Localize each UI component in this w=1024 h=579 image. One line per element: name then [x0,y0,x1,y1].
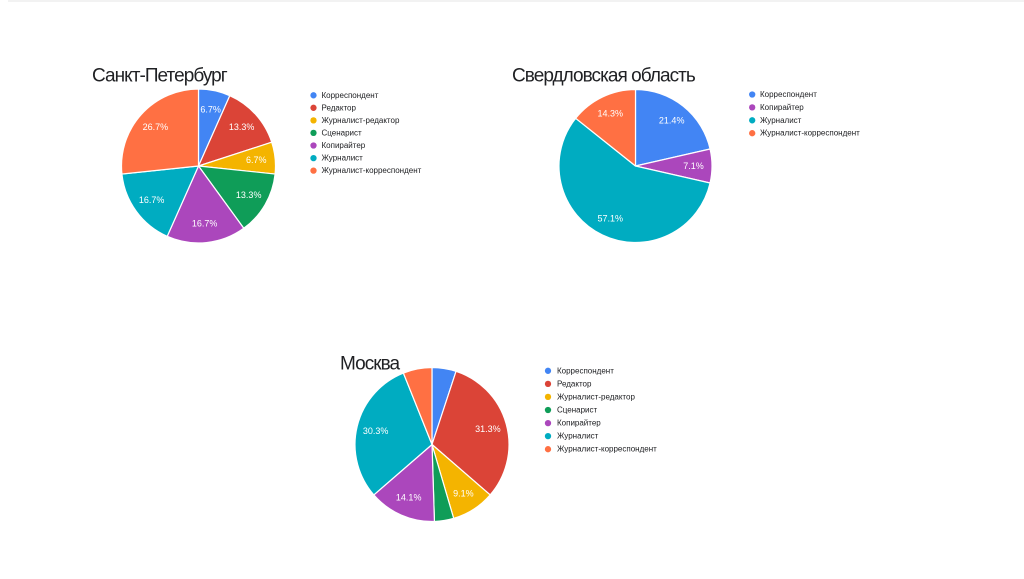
svg-text:Сценарист: Сценарист [557,406,598,415]
svg-text:Журналист-редактор: Журналист-редактор [557,392,635,401]
svg-text:26.7%: 26.7% [143,122,169,132]
svg-text:Журналист-корреспондент: Журналист-корреспондент [557,445,657,454]
svg-text:14.1%: 14.1% [396,493,422,503]
svg-text:Копирайтер: Копирайтер [557,419,601,428]
svg-text:Журналист: Журналист [557,432,599,441]
svg-text:Журналист: Журналист [760,116,802,125]
svg-text:Копирайтер: Копирайтер [322,141,366,150]
svg-text:16.7%: 16.7% [192,219,218,229]
svg-text:Корреспондент: Корреспондент [322,91,379,100]
svg-text:21.4%: 21.4% [659,116,685,126]
svg-text:Корреспондент: Корреспондент [760,90,817,99]
svg-text:6.7%: 6.7% [246,155,267,165]
svg-text:Журналист-редактор: Журналист-редактор [322,116,400,125]
svg-text:Свердловская область: Свердловская область [512,66,696,87]
svg-text:Журналист: Журналист [322,154,364,163]
svg-text:Редактор: Редактор [322,103,357,112]
svg-text:14.3%: 14.3% [598,109,624,119]
svg-text:7.1%: 7.1% [683,161,704,171]
svg-text:6.7%: 6.7% [200,104,221,114]
svg-text:13.3%: 13.3% [236,190,262,200]
svg-text:Копирайтер: Копирайтер [760,103,804,112]
svg-text:Сценарист: Сценарист [322,128,363,137]
svg-text:57.1%: 57.1% [598,213,624,223]
svg-text:13.3%: 13.3% [229,122,255,132]
svg-text:Редактор: Редактор [557,379,592,388]
svg-text:31.3%: 31.3% [475,424,501,434]
svg-text:Москва: Москва [340,354,401,375]
svg-text:Корреспондент: Корреспондент [557,366,614,375]
svg-text:16.7%: 16.7% [139,195,165,205]
svg-text:Журналист-корреспондент: Журналист-корреспондент [760,129,860,138]
svg-text:Журналист-корреспондент: Журналист-корреспондент [322,166,422,175]
svg-text:30.3%: 30.3% [363,426,389,436]
svg-text:9.1%: 9.1% [453,488,474,498]
svg-text:Санкт-Петербург: Санкт-Петербург [92,66,228,87]
